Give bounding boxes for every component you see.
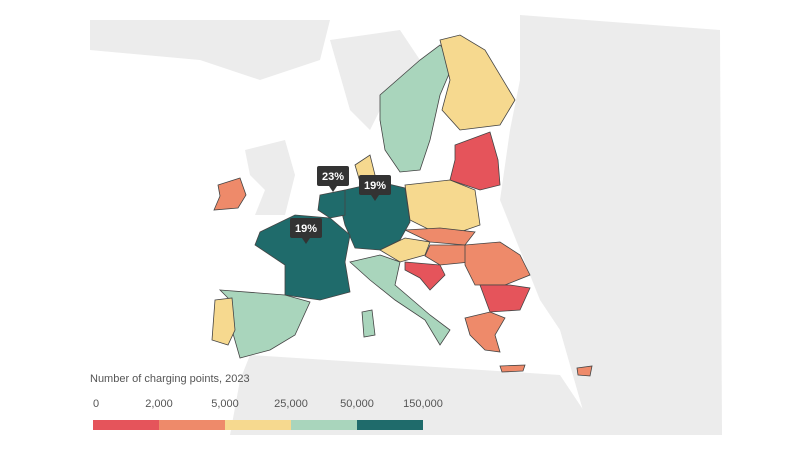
legend-tick-label: 5,000 bbox=[211, 398, 239, 410]
callout-pointer bbox=[302, 238, 310, 244]
callout-pointer bbox=[371, 195, 379, 201]
norway-sweden bbox=[379, 44, 456, 173]
corsica-sardinia bbox=[361, 309, 376, 338]
benelux bbox=[317, 189, 346, 219]
background-land bbox=[90, 15, 722, 435]
legend: 0 2,000 5,000 25,000 50,000 150,000 bbox=[93, 398, 443, 430]
callout-label: 19% bbox=[295, 223, 317, 235]
callout: 23% bbox=[317, 166, 349, 192]
callouts: 23% 19% 19% bbox=[290, 166, 391, 244]
poland bbox=[404, 179, 481, 233]
romania bbox=[464, 241, 531, 286]
legend-swatch bbox=[357, 420, 423, 430]
france bbox=[254, 214, 351, 301]
legend-swatch bbox=[159, 420, 225, 430]
callout-box bbox=[317, 166, 349, 186]
italy bbox=[349, 254, 451, 346]
cyprus bbox=[576, 365, 593, 377]
legend-swatch bbox=[93, 420, 159, 430]
crete bbox=[499, 364, 526, 373]
legend-tick-label: 150,000 bbox=[403, 398, 443, 410]
croatia bbox=[404, 261, 446, 291]
countries bbox=[211, 34, 593, 377]
czechia-slovakia bbox=[404, 227, 476, 246]
baltics bbox=[449, 131, 501, 191]
legend-tick-label: 25,000 bbox=[274, 398, 308, 410]
legend-swatch bbox=[291, 420, 357, 430]
callout-box bbox=[290, 218, 322, 238]
legend-tick-label: 2,000 bbox=[145, 398, 173, 410]
portugal bbox=[211, 297, 236, 346]
callout-label: 19% bbox=[364, 180, 386, 192]
legend-tick-label: 50,000 bbox=[340, 398, 374, 410]
bulgaria bbox=[479, 284, 531, 313]
legend-title: Number of charging points, 2023 bbox=[90, 373, 250, 385]
callout: 19% bbox=[290, 218, 322, 244]
callout-pointer bbox=[329, 186, 337, 192]
austria bbox=[379, 237, 431, 263]
callout-label: 23% bbox=[322, 171, 344, 183]
legend-swatch bbox=[225, 420, 291, 430]
callout-box bbox=[359, 175, 391, 195]
greece bbox=[464, 311, 506, 353]
hungary bbox=[424, 244, 471, 266]
legend-tick-label: 0 bbox=[93, 398, 99, 410]
ireland bbox=[213, 177, 247, 211]
finland bbox=[439, 34, 516, 131]
callout: 19% bbox=[359, 175, 391, 201]
